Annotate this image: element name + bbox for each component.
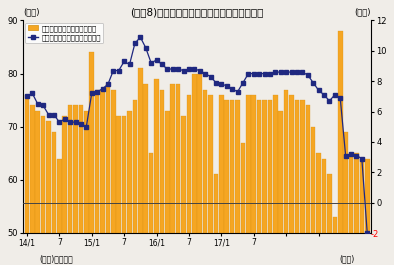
Text: (年月): (年月) bbox=[339, 255, 355, 264]
Bar bbox=[251, 95, 256, 265]
Bar bbox=[208, 95, 213, 265]
Bar bbox=[279, 111, 283, 265]
Bar bbox=[273, 95, 278, 265]
Bar bbox=[111, 90, 115, 265]
Bar bbox=[165, 111, 170, 265]
Bar bbox=[230, 100, 234, 265]
Bar bbox=[41, 116, 45, 265]
Bar bbox=[333, 217, 337, 265]
Bar bbox=[127, 111, 132, 265]
Bar bbox=[46, 121, 51, 265]
Bar bbox=[262, 100, 267, 265]
Bar bbox=[214, 174, 218, 265]
Bar bbox=[24, 95, 29, 265]
Bar bbox=[160, 90, 164, 265]
Bar bbox=[176, 84, 180, 265]
Bar bbox=[122, 116, 126, 265]
Bar bbox=[300, 100, 305, 265]
Bar bbox=[257, 100, 262, 265]
Bar bbox=[171, 84, 175, 265]
Bar bbox=[365, 158, 370, 265]
Bar bbox=[327, 174, 332, 265]
Title: (図袆8)マネタリーベース残高と前月比の推移: (図袆8)マネタリーベース残高と前月比の推移 bbox=[130, 7, 264, 17]
Text: (兆円): (兆円) bbox=[23, 7, 40, 16]
Bar bbox=[95, 90, 99, 265]
Bar bbox=[295, 100, 299, 265]
Legend: 季節調整済み前月差（右軸）, マネタリーベース末残の前年差: 季節調整済み前月差（右軸）, マネタリーベース末残の前年差 bbox=[25, 23, 104, 43]
Bar bbox=[79, 105, 83, 265]
Text: (兆円): (兆円) bbox=[355, 7, 371, 16]
Bar bbox=[35, 111, 40, 265]
Bar bbox=[225, 100, 229, 265]
Bar bbox=[241, 143, 245, 265]
Bar bbox=[349, 153, 353, 265]
Bar bbox=[235, 100, 240, 265]
Bar bbox=[203, 90, 208, 265]
Bar bbox=[84, 111, 89, 265]
Bar bbox=[181, 116, 186, 265]
Bar bbox=[311, 127, 316, 265]
Bar bbox=[187, 95, 191, 265]
Bar bbox=[143, 84, 148, 265]
Bar bbox=[284, 90, 288, 265]
Text: (資料)日本銀行: (資料)日本銀行 bbox=[39, 255, 73, 264]
Bar bbox=[322, 158, 326, 265]
Bar bbox=[62, 116, 67, 265]
Bar bbox=[100, 90, 105, 265]
Bar bbox=[106, 84, 110, 265]
Bar bbox=[89, 52, 94, 265]
Bar bbox=[359, 158, 364, 265]
Bar bbox=[197, 74, 202, 265]
Bar bbox=[68, 105, 72, 265]
Bar bbox=[138, 68, 143, 265]
Bar bbox=[57, 158, 61, 265]
Bar bbox=[219, 95, 224, 265]
Bar bbox=[289, 95, 294, 265]
Bar bbox=[354, 153, 359, 265]
Text: -2: -2 bbox=[371, 230, 379, 239]
Bar bbox=[268, 100, 272, 265]
Bar bbox=[305, 105, 310, 265]
Bar bbox=[316, 153, 321, 265]
Bar bbox=[52, 132, 56, 265]
Bar bbox=[117, 116, 121, 265]
Bar bbox=[73, 105, 78, 265]
Bar bbox=[133, 100, 137, 265]
Bar bbox=[192, 74, 197, 265]
Bar bbox=[154, 79, 159, 265]
Bar bbox=[338, 31, 342, 265]
Bar bbox=[246, 95, 251, 265]
Bar bbox=[149, 153, 153, 265]
Bar bbox=[30, 105, 35, 265]
Bar bbox=[343, 132, 348, 265]
